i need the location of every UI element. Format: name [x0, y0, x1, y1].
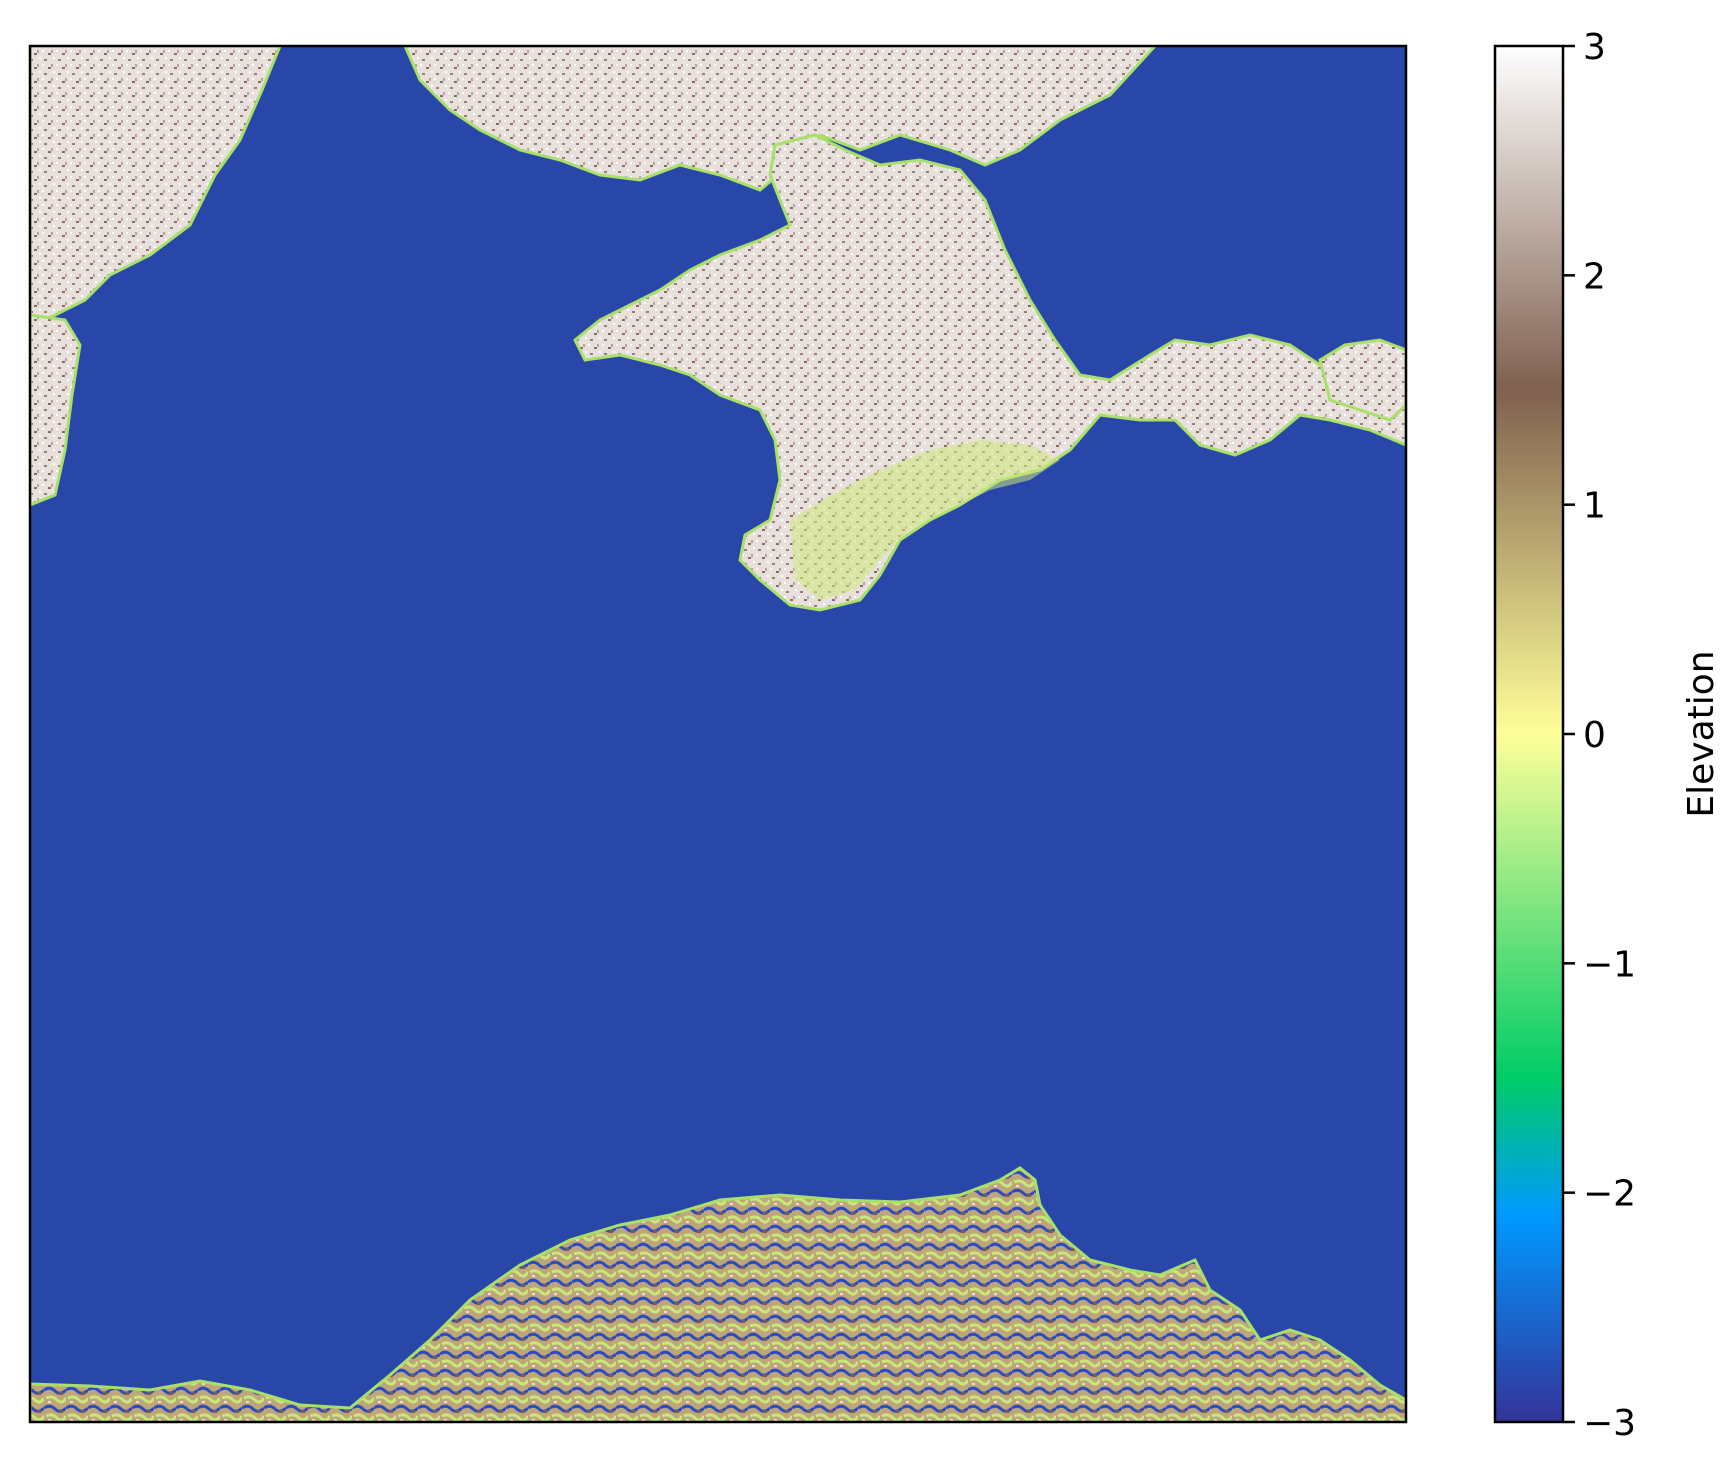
colorbar-tick-label: −2 [1583, 1174, 1636, 1215]
colorbar: −3 −2 −1 0 1 2 3 Elevation [1493, 27, 1722, 1444]
colorbar-ticks: −3 −2 −1 0 1 2 3 [1563, 27, 1636, 1444]
colorbar-tick-label: 3 [1583, 27, 1606, 68]
colorbar-tick-label: −3 [1583, 1403, 1636, 1444]
western-coast-landmass [30, 313, 82, 507]
colorbar-tick-label: 2 [1583, 256, 1606, 297]
map-plot-area [30, 46, 1406, 1422]
crimea-southern-coast-detail [790, 440, 1060, 600]
southern-coast-landmass [30, 1166, 1406, 1422]
colorbar-tick-label: −1 [1583, 944, 1636, 985]
colorbar-tick-label: 0 [1583, 715, 1606, 756]
colorbar-gradient [1493, 44, 1565, 1424]
eastern-landmass [1318, 338, 1406, 422]
colorbar-label: Elevation [1681, 650, 1722, 817]
colorbar-tick-label: 1 [1583, 486, 1606, 527]
plot-frame [28, 44, 1408, 1424]
